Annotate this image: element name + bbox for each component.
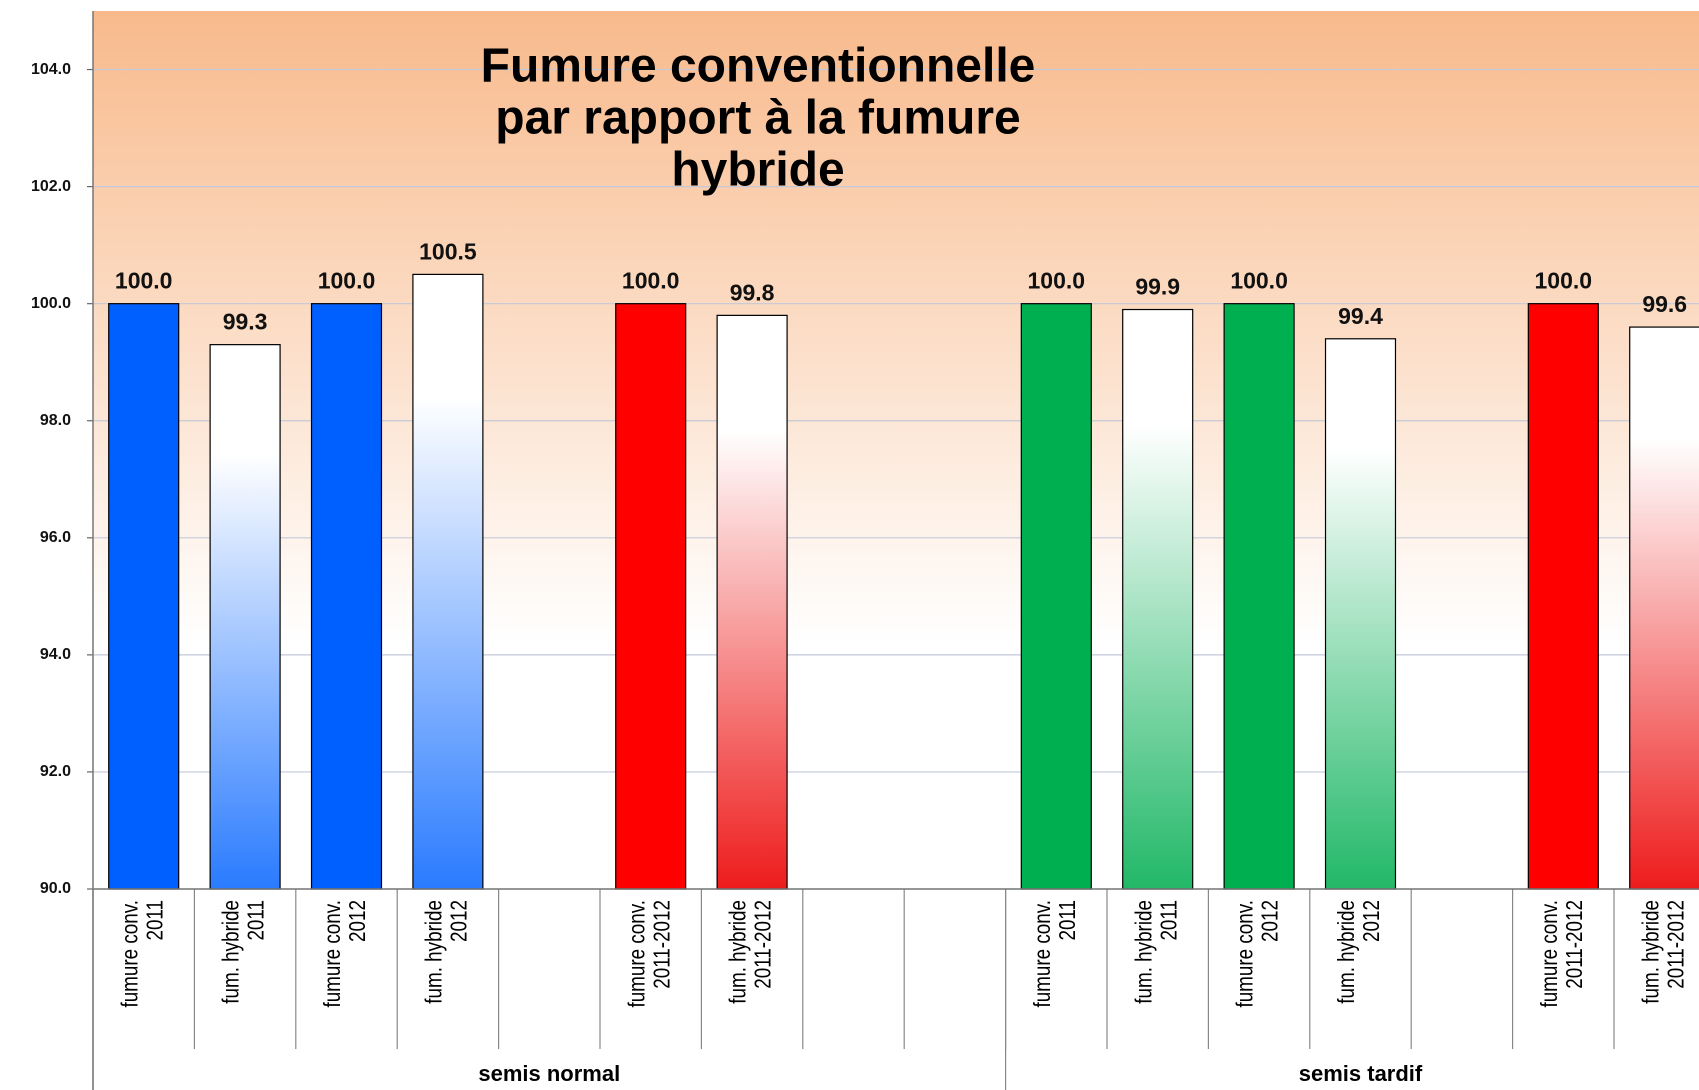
x-tick-label: 2012 (1359, 900, 1384, 942)
x-tick-label: fumure conv. (118, 900, 143, 1008)
x-tick-label: fum. hybride (422, 900, 447, 1004)
x-tick-label: 2012 (447, 900, 472, 942)
y-tick-label: 102.0 (31, 178, 71, 195)
x-tick-label: fum. hybride (1132, 900, 1157, 1004)
bar (1527, 303, 1599, 890)
x-tick-label: 2012 (345, 900, 370, 942)
bar (615, 303, 687, 890)
bar (310, 303, 383, 890)
value-label: 100.0 (115, 268, 173, 294)
x-tick-label: fum. hybride (1334, 900, 1359, 1004)
bar (209, 344, 281, 890)
bar (1223, 303, 1295, 890)
chart-title: Fumure conventionnelle (481, 40, 1036, 93)
x-tick-label: fumure conv. (1030, 900, 1055, 1008)
value-label: 99.4 (1338, 303, 1383, 329)
bar (412, 273, 484, 890)
value-label: 100.0 (1028, 268, 1086, 294)
chart-title: par rapport à la fumure (495, 92, 1020, 145)
x-tick-label: fum. hybride (1639, 900, 1664, 1004)
x-tick-label: 2011-2012 (1664, 900, 1689, 989)
value-label: 100.5 (419, 238, 477, 264)
x-tick-label: 2011 (1055, 900, 1080, 941)
x-tick-label: 2011 (143, 900, 168, 941)
value-label: 99.6 (1642, 291, 1687, 317)
x-tick-label: fumure conv. (1233, 900, 1258, 1008)
value-label: 99.9 (1135, 274, 1180, 300)
y-tick-label: 100.0 (31, 295, 71, 312)
bar (1122, 308, 1194, 890)
value-label: 100.0 (318, 268, 376, 294)
bar (1324, 338, 1397, 890)
chart-title: hybride (671, 144, 844, 197)
x-tick-label: fumure conv. (625, 900, 650, 1008)
group-label: semis normal (478, 1061, 620, 1086)
x-tick-label: fum. hybride (219, 900, 244, 1004)
y-tick-label: 98.0 (40, 412, 71, 429)
y-tick-label: 92.0 (40, 763, 71, 780)
y-tick-label: 94.0 (40, 646, 71, 663)
y-tick-label: 96.0 (40, 529, 71, 546)
value-label: 100.0 (1230, 268, 1288, 294)
y-tick-label: 104.0 (31, 61, 71, 78)
y-tick-label: 90.0 (40, 880, 71, 897)
x-tick-label: 2011 (1157, 900, 1182, 941)
x-tick-label: 2011-2012 (650, 900, 675, 989)
bar (108, 303, 180, 890)
value-label: 99.8 (730, 279, 775, 305)
value-label: 99.3 (223, 309, 268, 335)
bar (1629, 326, 1699, 890)
x-tick-label: 2011-2012 (751, 900, 776, 989)
bar (1020, 303, 1092, 890)
x-tick-label: fumure conv. (1537, 900, 1562, 1008)
x-tick-label: fum. hybride (726, 900, 751, 1004)
x-tick-label: 2011 (244, 900, 269, 941)
value-label: 100.0 (1535, 268, 1593, 294)
bar (716, 314, 788, 890)
x-tick-label: 2012 (1258, 900, 1283, 942)
x-tick-label: 2011-2012 (1562, 900, 1587, 989)
group-label: semis tardif (1299, 1061, 1423, 1086)
value-label: 100.0 (622, 268, 680, 294)
x-tick-label: fumure conv. (320, 900, 345, 1008)
